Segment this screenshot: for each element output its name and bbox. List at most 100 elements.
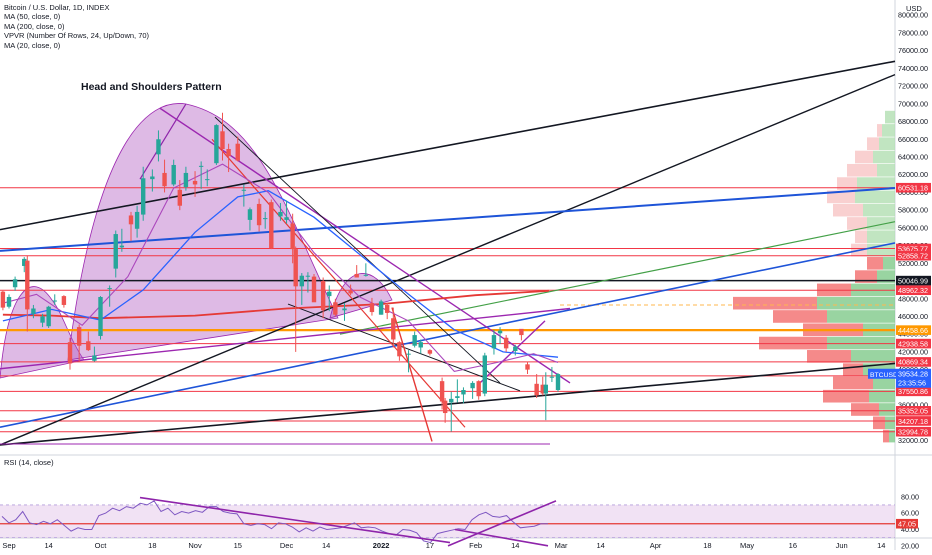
time-axis-tick: 14	[597, 541, 605, 550]
vpvr-up-bar	[869, 389, 895, 403]
candle-body	[354, 273, 359, 278]
price-level-badge-text: 52858.72	[898, 252, 928, 261]
vpvr-down-bar	[855, 230, 867, 244]
candle-body	[128, 215, 134, 225]
vpvr-down-bar	[833, 376, 873, 390]
vpvr-up-bar	[877, 163, 895, 177]
rsi-axis-tick: 60.00	[901, 509, 919, 518]
price-axis-tick: 72000.00	[898, 82, 928, 91]
price-axis-tick: 32000.00	[898, 436, 928, 445]
candle-body	[235, 143, 240, 161]
price-level-badge-text: 44458.66	[898, 326, 928, 335]
price-axis-tick: 46000.00	[898, 312, 928, 321]
price-level-badge[interactable]	[896, 325, 931, 335]
legend-ma200[interactable]: MA (200, close, 0)	[4, 21, 65, 31]
time-axis-tick: 2022	[373, 541, 390, 550]
price-axis-tick: 42000.00	[898, 347, 928, 356]
price-level-badge-text: 42938.58	[898, 339, 928, 348]
chart-legend: Bitcoin / U.S. Dollar, 1D, INDEX MA (50,…	[4, 3, 149, 50]
time-axis-tick: 15	[234, 541, 242, 550]
candle-body	[241, 189, 247, 191]
candle-body	[0, 291, 6, 308]
trendline-black-steep	[0, 73, 896, 446]
candle-body	[177, 189, 182, 206]
legend-vpvr[interactable]: VPVR (Number Of Rows, 24, Up/Down, 70)	[4, 31, 150, 41]
time-axis-tick: 16	[789, 541, 797, 550]
trendline-black-lower	[0, 362, 896, 446]
candle-body	[192, 180, 198, 185]
price-level-badge-text: 40869.34	[898, 358, 928, 367]
price-axis-tick: 58000.00	[898, 206, 928, 215]
price-level-badge[interactable]	[896, 182, 931, 193]
vpvr-up-bar	[873, 376, 895, 390]
price-level-badge[interactable]	[896, 357, 931, 367]
candle-body	[543, 384, 548, 394]
vpvr-down-bar	[773, 310, 827, 323]
candle-body	[31, 308, 36, 314]
legend-ma20[interactable]: MA (20, close, 0)	[4, 40, 61, 50]
time-axis-tick: 14	[44, 541, 52, 550]
rsi-axis-tick: 80.00	[901, 492, 919, 501]
candle-body	[171, 164, 176, 185]
current-price-badge[interactable]	[896, 368, 931, 388]
pattern-annotation[interactable]: Head and Shoulders Pattern	[81, 81, 222, 93]
rsi-legend[interactable]: RSI (14, close)	[4, 458, 54, 467]
current-symbol-text: BTCUSD	[870, 372, 898, 379]
price-level-badge[interactable]	[896, 243, 931, 254]
candle-body	[363, 274, 369, 276]
rsi-axis-tick: 40.00	[901, 525, 919, 534]
candle-body	[256, 203, 262, 226]
ma200-line	[2, 289, 549, 320]
candle-body	[391, 318, 396, 340]
price-level-badge[interactable]	[896, 250, 931, 261]
left-shoulder-shape	[0, 286, 85, 379]
price-level-badge[interactable]	[896, 406, 931, 416]
price-axis-tick: 74000.00	[898, 64, 928, 73]
price-level-badge[interactable]	[896, 285, 931, 296]
price-level-badge[interactable]	[896, 426, 931, 437]
candle-body	[247, 209, 253, 220]
vpvr-up-bar	[827, 310, 895, 323]
vpvr-up-bar	[877, 270, 895, 283]
candle-body	[183, 172, 189, 188]
candle-body	[385, 304, 390, 313]
rsi-trendline-up	[447, 500, 557, 547]
candle-body	[513, 346, 518, 352]
candle-body	[540, 384, 545, 394]
rsi-value-badge[interactable]	[896, 518, 918, 529]
time-axis-tick: Feb	[469, 541, 482, 550]
candle-body	[439, 381, 445, 402]
candle-body	[406, 353, 411, 355]
current-symbol-badge[interactable]	[868, 368, 896, 379]
candle-body	[342, 308, 347, 311]
time-axis-tick: 14	[877, 541, 885, 550]
price-level-badge-text: 32994.78	[898, 427, 928, 436]
vpvr-up-bar	[882, 124, 895, 137]
candle-body	[92, 355, 97, 361]
candle-body	[76, 327, 82, 346]
price-level-badge[interactable]	[896, 275, 931, 286]
price-axis-tick: 52000.00	[898, 259, 928, 268]
price-level-badge[interactable]	[896, 338, 931, 349]
candle-body	[348, 290, 353, 294]
vpvr-down-bar	[759, 336, 827, 350]
price-level-badge[interactable]	[896, 416, 931, 426]
vpvr-up-bar	[855, 190, 895, 204]
vpvr-down-bar	[823, 389, 869, 403]
candle-body	[412, 335, 417, 346]
candle-body	[226, 149, 231, 157]
candle-body	[525, 364, 530, 370]
candle-body	[293, 249, 298, 287]
legend-ma50[interactable]: MA (50, close, 0)	[4, 12, 61, 22]
candle-body	[134, 211, 140, 229]
price-level-badge[interactable]	[896, 386, 931, 397]
candle-body	[205, 179, 210, 181]
vpvr-up-bar	[867, 217, 895, 230]
rsi-line	[1, 500, 548, 544]
time-axis-tick: Apr	[650, 541, 662, 550]
time-axis-tick: Jun	[836, 541, 848, 550]
candle-body	[470, 382, 475, 389]
time-axis-tick: Oct	[95, 541, 108, 550]
legend-symbol[interactable]: Bitcoin / U.S. Dollar, 1D, INDEX	[4, 3, 110, 12]
